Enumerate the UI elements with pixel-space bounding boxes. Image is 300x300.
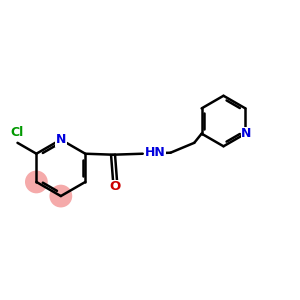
Text: O: O — [110, 180, 121, 193]
Circle shape — [50, 185, 72, 208]
Text: N: N — [56, 133, 66, 146]
Text: HN: HN — [145, 146, 166, 159]
Text: N: N — [241, 127, 252, 140]
Circle shape — [25, 171, 48, 193]
Text: Cl: Cl — [10, 126, 23, 139]
